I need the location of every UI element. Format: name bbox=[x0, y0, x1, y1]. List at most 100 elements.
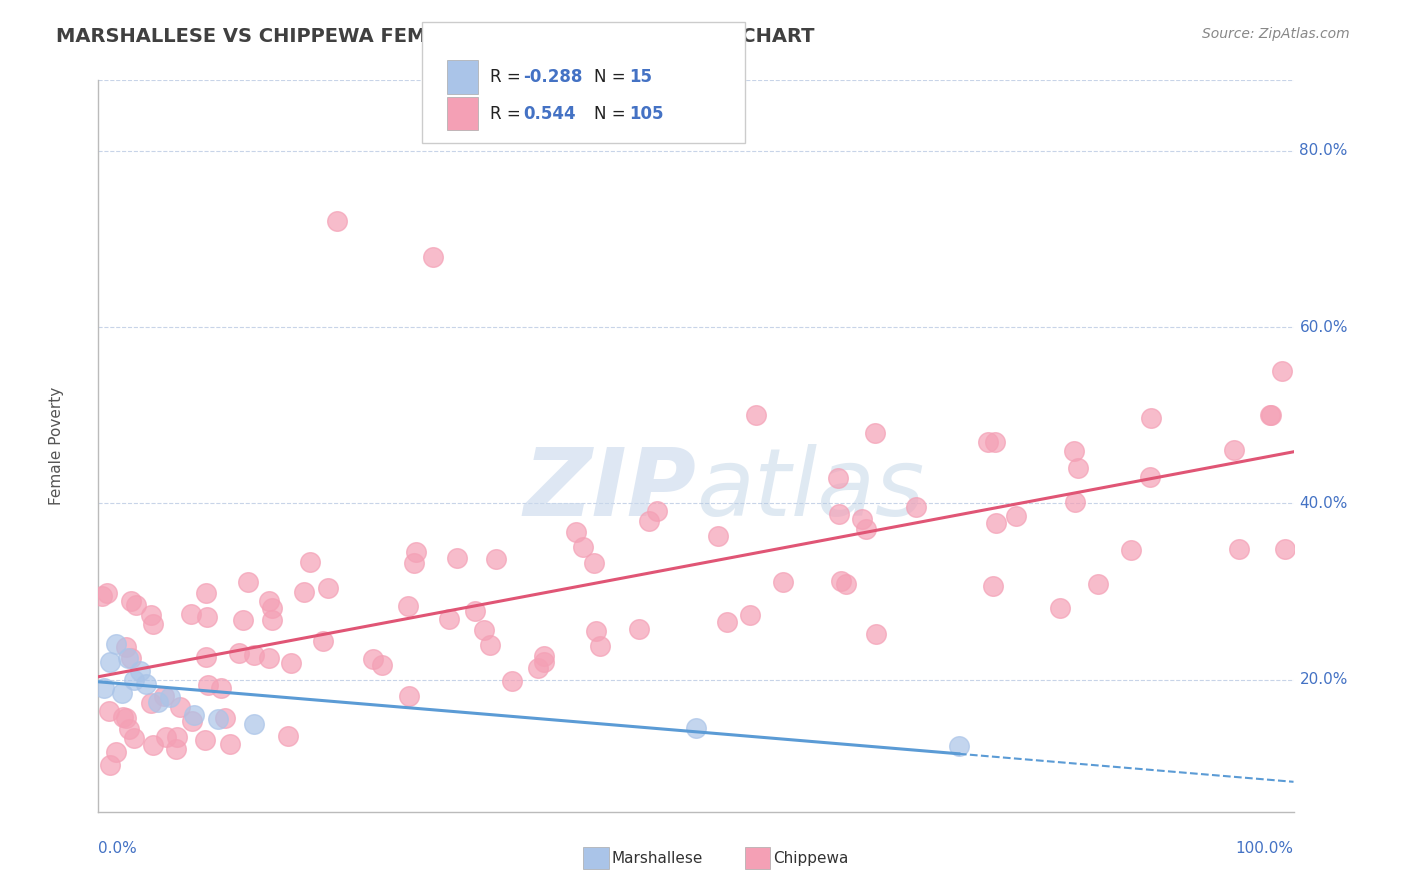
Point bbox=[396, 599, 419, 613]
Point bbox=[124, 673, 146, 687]
Point bbox=[96, 585, 118, 599]
Point bbox=[627, 622, 650, 636]
Point bbox=[472, 623, 495, 637]
Point bbox=[977, 434, 1000, 449]
Point bbox=[1140, 410, 1163, 425]
Point bbox=[1258, 408, 1281, 422]
Text: Source: ZipAtlas.com: Source: ZipAtlas.com bbox=[1202, 27, 1350, 41]
Point bbox=[1063, 494, 1085, 508]
Point bbox=[1119, 543, 1142, 558]
Point bbox=[1227, 541, 1250, 556]
Point bbox=[851, 511, 873, 525]
Text: R =: R = bbox=[489, 68, 526, 86]
Point bbox=[180, 607, 202, 621]
Point bbox=[1005, 509, 1028, 524]
Point bbox=[195, 610, 218, 624]
Text: R =: R = bbox=[489, 104, 526, 123]
Point bbox=[139, 697, 162, 711]
Point bbox=[139, 607, 162, 622]
Point bbox=[326, 214, 349, 228]
Point bbox=[218, 737, 240, 751]
Point bbox=[1271, 364, 1294, 378]
Point bbox=[277, 729, 299, 743]
Point bbox=[194, 586, 217, 600]
Point bbox=[232, 613, 254, 627]
Text: Female Poverty: Female Poverty bbox=[49, 387, 65, 505]
Point bbox=[501, 674, 523, 689]
Point bbox=[446, 550, 468, 565]
Point bbox=[1063, 444, 1085, 458]
Text: N =: N = bbox=[593, 104, 630, 123]
Text: -0.288: -0.288 bbox=[523, 68, 582, 86]
Point bbox=[904, 500, 927, 515]
Text: 15: 15 bbox=[628, 68, 652, 86]
Point bbox=[565, 525, 588, 540]
Point bbox=[533, 649, 555, 664]
Point bbox=[280, 656, 302, 670]
Point bbox=[260, 613, 283, 627]
Point bbox=[298, 555, 321, 569]
Point bbox=[129, 664, 152, 678]
Text: 0.544: 0.544 bbox=[523, 104, 576, 123]
Point bbox=[257, 594, 280, 608]
Point bbox=[1087, 576, 1109, 591]
Point bbox=[155, 730, 177, 744]
Point bbox=[125, 598, 148, 612]
Point bbox=[398, 689, 420, 703]
Point bbox=[194, 733, 217, 747]
Text: 0.0%: 0.0% bbox=[98, 841, 138, 856]
Point bbox=[316, 581, 339, 595]
Point bbox=[207, 712, 229, 726]
Text: 20.0%: 20.0% bbox=[1299, 672, 1348, 687]
Point bbox=[98, 655, 122, 669]
Point bbox=[984, 434, 1007, 449]
Point bbox=[716, 615, 738, 629]
Point bbox=[122, 731, 145, 745]
Point bbox=[169, 700, 191, 714]
Point bbox=[405, 545, 427, 559]
Point bbox=[981, 579, 1004, 593]
Point bbox=[835, 577, 858, 591]
Text: 60.0%: 60.0% bbox=[1299, 319, 1348, 334]
Point bbox=[242, 648, 264, 663]
Point bbox=[527, 661, 550, 675]
Point bbox=[120, 594, 142, 608]
Point bbox=[485, 552, 508, 566]
Point bbox=[165, 742, 187, 756]
Point bbox=[292, 584, 315, 599]
Point bbox=[855, 522, 877, 536]
Point bbox=[745, 408, 768, 422]
Point bbox=[257, 650, 280, 665]
Text: 80.0%: 80.0% bbox=[1299, 144, 1348, 158]
Point bbox=[685, 721, 707, 735]
Point bbox=[183, 707, 205, 722]
Point bbox=[402, 556, 425, 570]
Point bbox=[479, 638, 502, 652]
Point bbox=[142, 617, 165, 632]
Point bbox=[97, 704, 120, 718]
Text: ZIP: ZIP bbox=[523, 444, 696, 536]
Point bbox=[865, 626, 887, 640]
Text: Chippewa: Chippewa bbox=[773, 851, 849, 865]
Point bbox=[772, 574, 794, 589]
Point bbox=[707, 529, 730, 543]
Point bbox=[865, 425, 887, 440]
Point bbox=[117, 650, 139, 665]
Point bbox=[91, 589, 114, 603]
Point bbox=[589, 639, 612, 653]
Point bbox=[105, 637, 128, 651]
Point bbox=[1274, 541, 1296, 556]
Point bbox=[637, 514, 659, 528]
Text: 105: 105 bbox=[628, 104, 664, 123]
Point bbox=[464, 605, 486, 619]
Point bbox=[582, 557, 605, 571]
Point bbox=[1223, 443, 1246, 458]
Point bbox=[214, 711, 236, 725]
Point bbox=[181, 714, 204, 728]
Point bbox=[533, 656, 555, 670]
Point bbox=[236, 575, 259, 590]
Point bbox=[828, 507, 851, 521]
Point bbox=[262, 601, 284, 615]
Point bbox=[98, 758, 121, 772]
Text: atlas: atlas bbox=[696, 444, 924, 535]
